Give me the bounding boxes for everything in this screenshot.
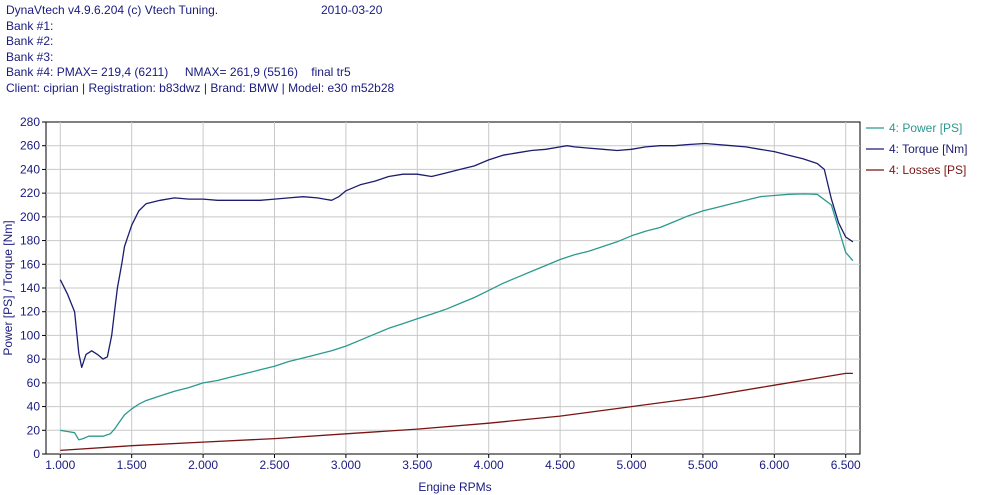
y-tick-label: 260	[20, 139, 40, 153]
y-tick-label: 0	[33, 447, 40, 461]
app-title: DynaVtech v4.9.6.204 (c) Vtech Tuning.	[6, 3, 219, 17]
series-line-2	[60, 372, 853, 452]
client-info: Client: ciprian | Registration: b83dwz |…	[6, 80, 395, 95]
series-line-0	[60, 193, 854, 441]
x-tick-label: 5.500	[688, 458, 718, 472]
x-tick-label: 1.500	[117, 458, 147, 472]
y-axis-title: Power [PS] / Torque [Nm]	[1, 220, 15, 355]
x-tick-label: 3.500	[402, 458, 432, 472]
y-tick-label: 280	[20, 115, 40, 129]
x-tick-label: 6.500	[831, 458, 861, 472]
bank-1-line: Bank #1:	[6, 18, 54, 33]
x-tick-label: 2.500	[259, 458, 289, 472]
y-tick-label: 220	[20, 186, 40, 200]
report-date: 2010-03-20	[321, 3, 383, 17]
bank-3-line: Bank #3:	[6, 49, 54, 64]
y-tick-label: 160	[20, 257, 40, 271]
legend: 4: Power [PS] 4: Torque [Nm] 4: Losses [PS…	[866, 121, 967, 177]
x-tick-label: 6.000	[759, 458, 789, 472]
x-axis-title: Engine RPMs	[418, 480, 491, 494]
x-tick-label: 1.000	[45, 458, 75, 472]
legend-label: 4: Losses [PS]	[889, 163, 966, 177]
legend-label: 4: Power [PS]	[889, 121, 962, 135]
y-tick-label: 180	[20, 234, 40, 248]
y-tick-label: 240	[20, 162, 40, 176]
y-axis: 0 20 40 60 80 100 120 140 160 180 200 220 240 260 280	[20, 115, 46, 461]
y-tick-label: 80	[27, 352, 41, 366]
x-tick-label: 4.000	[474, 458, 504, 472]
x-tick-label: 2.000	[188, 458, 218, 472]
y-tick-label: 140	[20, 281, 40, 295]
x-tick-label: 5.000	[616, 458, 646, 472]
y-tick-label: 120	[20, 305, 40, 319]
series-layer	[59, 142, 854, 452]
x-axis: 1.000 1.500 2.000 2.500 3.000 3.500 4.000 4.500…	[45, 454, 861, 472]
grid-lines	[46, 122, 860, 454]
y-tick-label: 200	[20, 210, 40, 224]
y-tick-label: 40	[27, 400, 41, 414]
report-header: DynaVtech v4.9.6.204 (c) Vtech Tuning. 2…	[6, 3, 394, 96]
bank-4-line: Bank #4: PMAX= 219,4 (6211) NMAX= 261,9 …	[6, 65, 351, 79]
bank-2-line: Bank #2:	[6, 34, 54, 48]
legend-label: 4: Torque [Nm]	[889, 142, 967, 156]
series-line-1	[59, 142, 854, 369]
y-tick-label: 20	[27, 423, 41, 437]
x-tick-label: 3.000	[331, 458, 361, 472]
x-tick-label: 4.500	[545, 458, 575, 472]
y-tick-label: 60	[27, 376, 41, 390]
y-tick-label: 100	[20, 328, 40, 342]
